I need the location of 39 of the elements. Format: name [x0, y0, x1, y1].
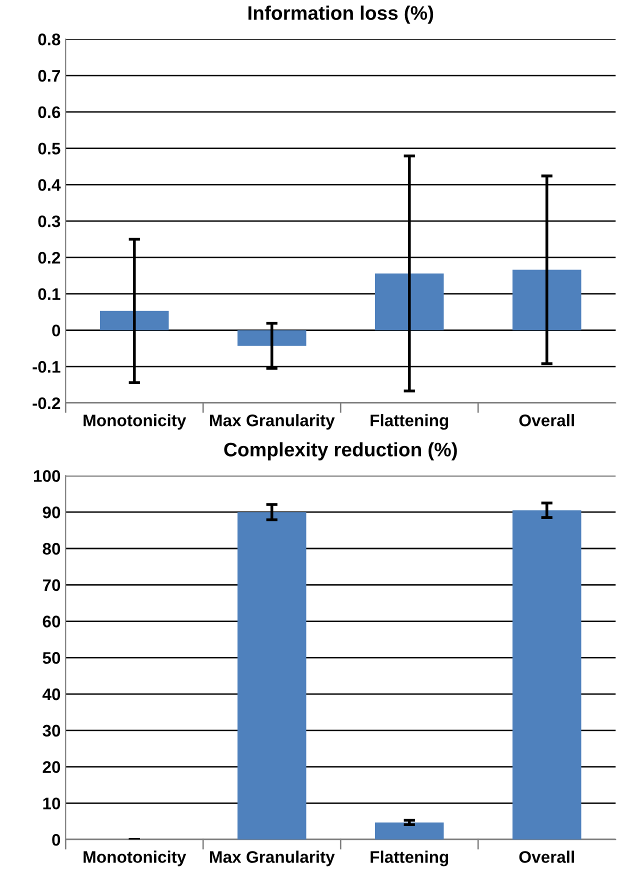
y-tick-label: 0.7 — [38, 70, 60, 82]
chart-title: Information loss (%) — [248, 6, 434, 24]
bar — [238, 330, 306, 346]
y-tick-label: 0 — [52, 324, 60, 336]
x-tick-label: Monotonicity — [84, 414, 186, 430]
y-tick-label: 0.2 — [38, 252, 60, 264]
y-tick-label: 0.8 — [38, 34, 60, 46]
y-tick-label: 0.3 — [38, 215, 60, 228]
y-tick-label: 0.6 — [38, 106, 60, 118]
x-tick-label: Flattening — [370, 850, 448, 866]
y-tick-label: 0 — [52, 834, 60, 846]
y-tick-label: 100 — [34, 470, 60, 482]
chart-title: Complexity reduction (%) — [224, 442, 457, 460]
x-tick-label: Flattening — [370, 414, 448, 430]
x-tick-label: Max Granularity — [210, 414, 335, 430]
y-tick-label: 90 — [42, 506, 60, 518]
bar — [238, 512, 306, 840]
y-tick-label: 30 — [42, 724, 60, 737]
y-tick-label: 0.4 — [38, 179, 61, 191]
x-tick-label: Monotonicity — [84, 850, 186, 866]
y-tick-label: 20 — [42, 761, 60, 773]
x-tick-label: Overall — [519, 414, 574, 426]
y-tick-label: 60 — [42, 616, 60, 628]
x-tick-label: Overall — [519, 850, 574, 863]
y-tick-label: 10 — [43, 798, 60, 810]
bar — [375, 273, 444, 330]
x-tick-label: Max Granularity — [210, 850, 335, 866]
y-tick-label: 80 — [42, 542, 60, 555]
y-tick-label: -0.2 — [32, 397, 60, 410]
bar — [100, 310, 169, 330]
y-tick-label: -0.1 — [32, 360, 60, 373]
y-tick-label: 50 — [42, 652, 60, 664]
bar — [375, 822, 444, 840]
bar — [512, 510, 582, 840]
y-tick-label: 40 — [42, 688, 60, 700]
y-tick-label: 70 — [42, 579, 60, 592]
bar — [512, 270, 582, 330]
y-tick-label: 0.1 — [38, 288, 60, 300]
y-tick-label: 0.5 — [38, 142, 60, 154]
